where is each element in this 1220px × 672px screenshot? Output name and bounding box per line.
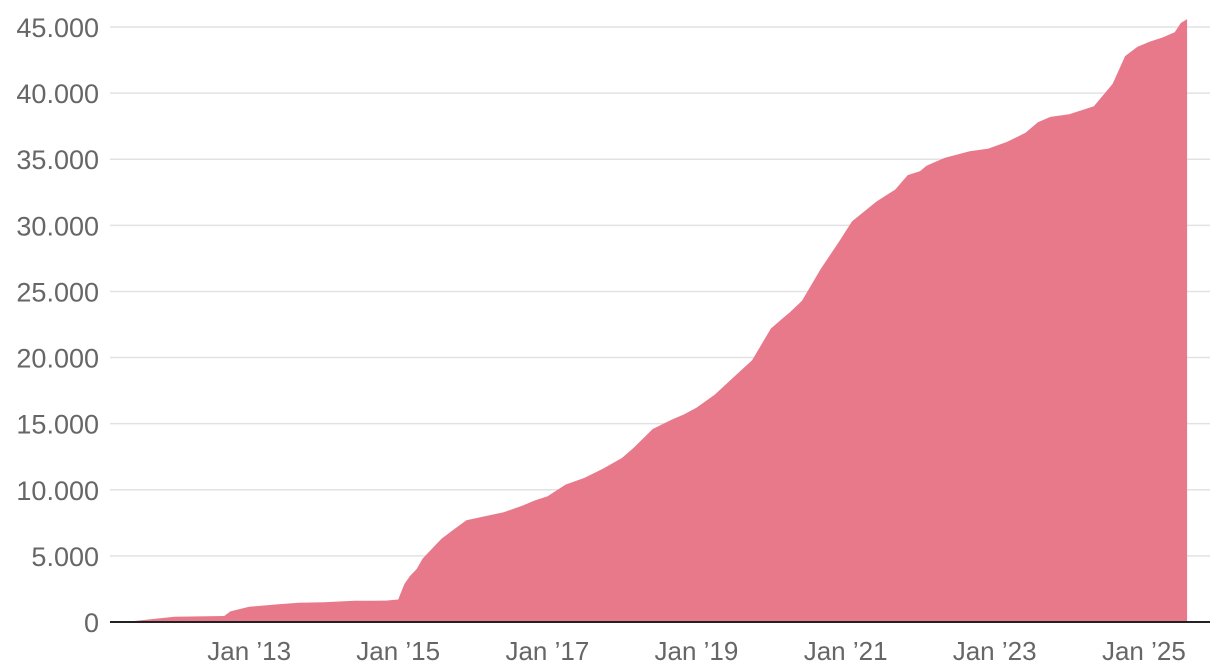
- x-tick-label: Jan ’21: [804, 636, 888, 666]
- y-tick-label: 5.000: [31, 542, 99, 572]
- y-tick-label: 20.000: [16, 344, 99, 374]
- x-tick-label: Jan ’19: [654, 636, 738, 666]
- x-tick-label: Jan ’13: [207, 636, 291, 666]
- x-tick-label: Jan ’25: [1102, 636, 1186, 666]
- series-area-fill: [112, 19, 1188, 623]
- y-tick-label: 15.000: [16, 410, 99, 440]
- y-tick-label: 0: [84, 608, 99, 638]
- x-tick-label: Jan ’15: [356, 636, 440, 666]
- y-tick-label: 30.000: [16, 211, 99, 241]
- y-tick-label: 45.000: [16, 13, 99, 43]
- y-tick-label: 40.000: [16, 79, 99, 109]
- y-tick-label: 25.000: [16, 277, 99, 307]
- series-area: [112, 19, 1188, 623]
- x-tick-label: Jan ’17: [505, 636, 589, 666]
- x-axis-ticks: Jan ’13 Jan ’15 Jan ’17 Jan ’19 Jan ’21 Jan ’…: [207, 636, 1186, 666]
- y-tick-label: 10.000: [16, 476, 99, 506]
- y-tick-label: 35.000: [16, 145, 99, 175]
- gridlines: [110, 26, 1210, 557]
- x-tick-label: Jan ’23: [953, 636, 1037, 666]
- y-axis-ticks: 0 5.000 10.000 15.000 20.000 25.000 30.000 35.0…: [16, 13, 99, 638]
